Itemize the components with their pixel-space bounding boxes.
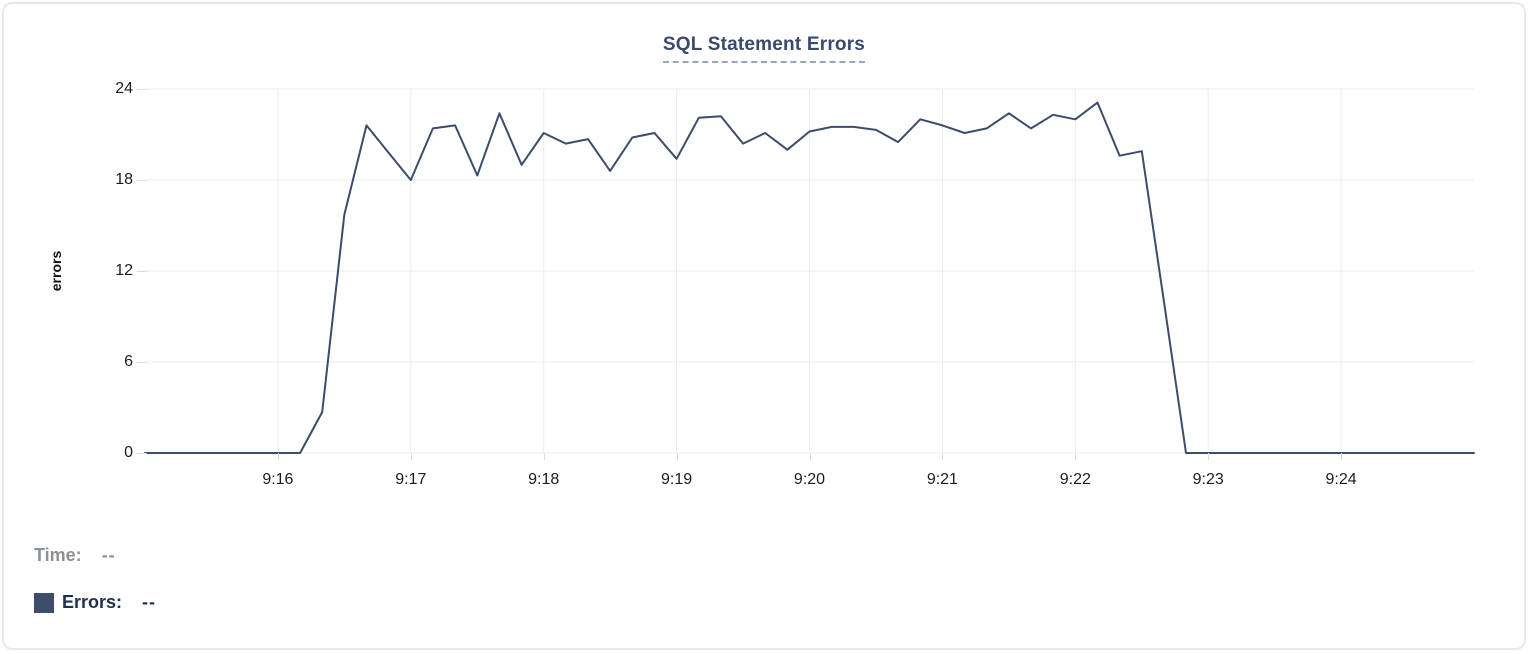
x-tick-mark	[543, 453, 545, 460]
legend-row-errors: Errors: --	[34, 592, 156, 613]
y-tick-label: 0	[124, 444, 133, 461]
x-tick-mark	[277, 453, 279, 460]
x-tick-label: 9:19	[661, 471, 693, 488]
x-tick-label: 9:17	[395, 471, 427, 488]
legend-row-time: Time: --	[34, 545, 116, 566]
x-tick-label: 9:23	[1192, 471, 1224, 488]
x-tick-label: 9:24	[1325, 471, 1357, 488]
x-tick-label: 9:16	[262, 471, 294, 488]
errors-value: --	[142, 592, 157, 612]
y-tick-label: 12	[115, 262, 133, 279]
x-tick-mark	[1208, 453, 1210, 460]
x-tick-mark	[1075, 453, 1077, 460]
x-tick-mark	[1341, 453, 1343, 460]
y-tick-mark	[137, 180, 147, 181]
chart-area: errors 0 6 12 18 24 9:16 9:17 9:18 9:19 9:20 9:21 9…	[4, 4, 1524, 648]
errors-label: Errors:	[62, 592, 123, 612]
x-tick-label: 9:21	[926, 471, 958, 488]
time-value: --	[101, 545, 116, 565]
x-tick-label: 9:18	[528, 471, 560, 488]
x-tick-mark	[942, 453, 944, 460]
errors-series-line	[144, 101, 1475, 454]
errors-series-swatch	[34, 592, 54, 613]
chart-header: SQL Statement Errors	[4, 34, 1524, 63]
y-tick-mark	[137, 453, 147, 454]
plot-svg	[144, 88, 1475, 454]
x-tick-label: 9:20	[793, 471, 826, 488]
y-tick-label: 24	[115, 80, 133, 97]
y-tick-label: 6	[124, 353, 133, 370]
y-tick-mark	[137, 271, 147, 272]
x-tick-mark	[410, 453, 412, 460]
chart-title[interactable]: SQL Statement Errors	[662, 34, 866, 63]
x-tick-mark	[809, 453, 811, 460]
x-tick-mark	[676, 453, 678, 460]
y-tick-mark	[137, 362, 147, 363]
x-tick-label: 9:22	[1059, 471, 1091, 488]
time-label: Time:	[34, 545, 82, 565]
y-tick-mark	[137, 89, 147, 90]
chart-plot[interactable]	[144, 88, 1475, 454]
y-tick-label: 18	[115, 171, 133, 188]
